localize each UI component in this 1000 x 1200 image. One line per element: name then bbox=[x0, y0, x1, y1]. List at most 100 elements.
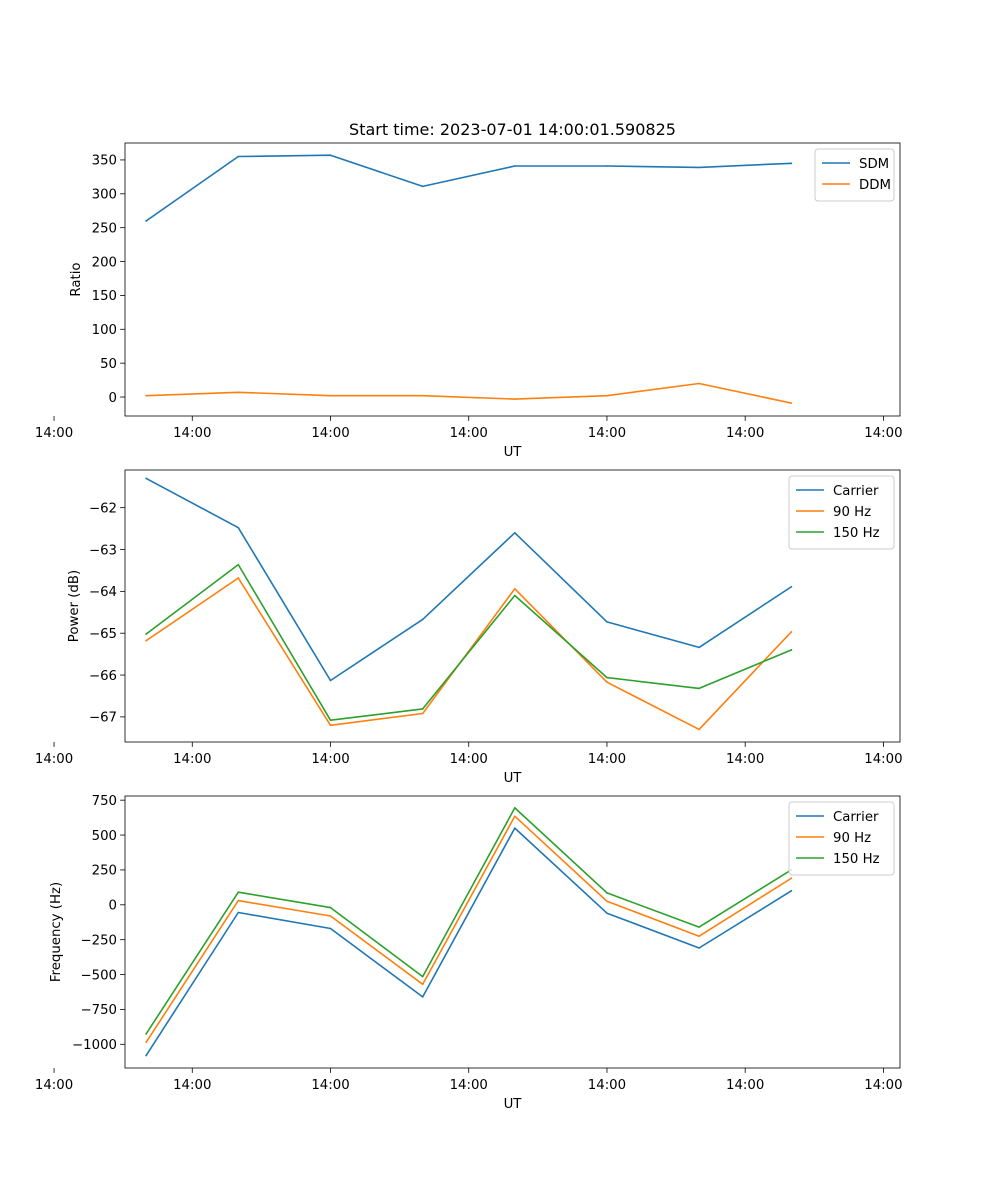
chart-panel-2: 14:00 14:00 14:00 14:00 14:00 14:00 14:00 −62 −6… bbox=[35, 469, 903, 786]
y-tick-label: 200 bbox=[92, 255, 117, 270]
x-tick-label: 14:00 bbox=[35, 1078, 73, 1093]
data-point bbox=[421, 712, 424, 715]
series-line-carrier bbox=[145, 477, 793, 682]
data-point bbox=[329, 679, 332, 682]
series-line-90-hz bbox=[145, 815, 793, 1044]
series-line-150-hz bbox=[145, 563, 793, 722]
axes-frame bbox=[124, 142, 901, 417]
data-point bbox=[790, 649, 793, 651]
series-line-150-hz bbox=[145, 807, 793, 1035]
y-tick-label: 500 bbox=[92, 829, 117, 844]
x-tick-label: 14:00 bbox=[864, 1078, 902, 1093]
data-point bbox=[698, 728, 700, 731]
data-point bbox=[514, 807, 516, 809]
data-point bbox=[329, 719, 332, 722]
x-tick-label: 14:00 bbox=[450, 752, 488, 767]
data-point bbox=[237, 899, 240, 902]
x-tick-label: 14:00 bbox=[311, 1078, 349, 1093]
data-point bbox=[698, 166, 700, 169]
y-tick-label: 0 bbox=[109, 899, 117, 914]
data-point bbox=[514, 398, 516, 400]
data-point bbox=[237, 526, 240, 529]
legend-label: 150 Hz bbox=[833, 526, 880, 541]
y-tick-label: −67 bbox=[89, 711, 117, 726]
data-point bbox=[514, 531, 516, 534]
y-tick-label: 350 bbox=[92, 154, 117, 169]
data-point bbox=[237, 891, 240, 894]
data-point bbox=[145, 639, 147, 642]
data-point bbox=[421, 394, 424, 397]
chart-panel-1: Start time: 2023-07-01 14:00:01.590825 14… bbox=[35, 120, 903, 460]
data-point bbox=[606, 681, 608, 683]
y-tick-label: 300 bbox=[92, 188, 117, 203]
chart-title: Start time: 2023-07-01 14:00:01.590825 bbox=[349, 120, 676, 139]
data-point bbox=[698, 935, 700, 937]
data-point bbox=[421, 618, 424, 621]
data-point bbox=[237, 563, 240, 566]
legend-box bbox=[814, 148, 895, 202]
series-line-carrier bbox=[145, 827, 793, 1057]
data-point bbox=[145, 633, 147, 635]
y-axis-label: Ratio bbox=[69, 262, 84, 296]
legend-box bbox=[788, 801, 895, 876]
y-tick-label: 750 bbox=[92, 794, 117, 809]
data-point bbox=[421, 983, 424, 986]
y-tick-label: −63 bbox=[89, 543, 117, 558]
legend-label: 90 Hz bbox=[833, 505, 871, 520]
data-point bbox=[698, 926, 700, 928]
y-tick-label: −62 bbox=[89, 501, 117, 516]
x-tick-label: 14:00 bbox=[450, 1078, 488, 1093]
data-point bbox=[421, 975, 424, 978]
y-tick-label: −1000 bbox=[72, 1038, 117, 1053]
y-tick-label: 250 bbox=[92, 221, 117, 236]
data-point bbox=[698, 382, 700, 385]
data-point bbox=[237, 391, 240, 394]
x-tick-label: 14:00 bbox=[864, 752, 902, 767]
chart-panel-3: 14:00 14:00 14:00 14:00 14:00 14:00 14:00 750 50… bbox=[35, 794, 903, 1112]
data-point bbox=[514, 815, 516, 818]
data-point bbox=[145, 220, 147, 222]
data-point bbox=[606, 621, 608, 623]
data-point bbox=[698, 687, 700, 690]
x-tick-label: 14:00 bbox=[726, 1078, 764, 1093]
x-tick-label: 14:00 bbox=[173, 752, 211, 767]
data-point bbox=[329, 906, 332, 909]
data-point bbox=[145, 394, 147, 397]
x-tick-label: 14:00 bbox=[311, 426, 349, 441]
data-point bbox=[698, 947, 700, 949]
y-tick-label: −66 bbox=[89, 669, 117, 684]
axes-frame bbox=[124, 469, 901, 743]
x-tick-label: 14:00 bbox=[173, 426, 211, 441]
data-point bbox=[606, 676, 608, 679]
data-point bbox=[329, 394, 332, 397]
series-line-ddm bbox=[145, 382, 793, 405]
x-tick-label: 14:00 bbox=[173, 1078, 211, 1093]
y-tick-label: 250 bbox=[92, 864, 117, 879]
data-point bbox=[145, 477, 147, 480]
data-point bbox=[145, 1041, 147, 1043]
legend: Carrier 90 Hz 150 Hz bbox=[788, 475, 895, 550]
y-tick-label: 50 bbox=[100, 357, 117, 372]
data-point bbox=[421, 185, 424, 188]
legend-box bbox=[788, 475, 895, 550]
x-axis-label: UT bbox=[504, 1097, 523, 1112]
data-point bbox=[237, 577, 240, 579]
data-point bbox=[790, 631, 793, 633]
legend-label: DDM bbox=[859, 178, 891, 193]
x-tick-label: 14:00 bbox=[588, 426, 626, 441]
data-point bbox=[237, 911, 240, 914]
data-point bbox=[606, 892, 608, 894]
y-tick-label: 0 bbox=[109, 391, 117, 406]
x-tick-label: 14:00 bbox=[35, 752, 73, 767]
x-axis-label: UT bbox=[504, 771, 523, 786]
y-tick-label: −250 bbox=[80, 933, 117, 948]
data-point bbox=[329, 724, 332, 727]
data-point bbox=[514, 165, 516, 167]
data-point bbox=[790, 162, 793, 165]
data-point bbox=[698, 646, 700, 649]
legend-label: 150 Hz bbox=[833, 852, 880, 867]
legend: SDM DDM bbox=[814, 148, 895, 202]
data-point bbox=[514, 827, 516, 829]
x-tick-label: 14:00 bbox=[726, 752, 764, 767]
x-tick-label: 14:00 bbox=[35, 426, 73, 441]
